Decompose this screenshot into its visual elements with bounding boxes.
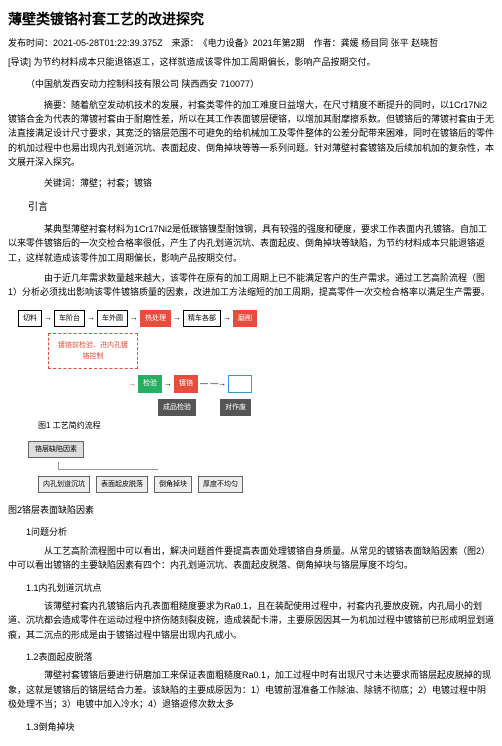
section-1-1-heading: 1.1内孔划道沉坑点: [8, 581, 494, 595]
tree-root: 铬层缺陷因素: [28, 441, 84, 458]
meta-line: 发布时间：2021-05-28T01:22:39.375Z 来源： 《电力设备》…: [8, 36, 494, 50]
lead-text: [导读] 为节约材料成本只能退铬返工，这样就造成该零件加工周期偏长，影响产品按期…: [8, 55, 494, 69]
arrow-icon: — —→: [200, 378, 226, 391]
insert-label: 镀铬前检验、进内孔镀铬控制: [53, 338, 133, 364]
flow-final: 成品检验: [158, 399, 196, 416]
figure-1-caption: 图1 工艺简约流程: [38, 420, 494, 433]
flow-final: 对作废: [220, 399, 251, 416]
dashed-insert-box: 镀铬前检验、进内孔镀铬控制: [48, 333, 138, 369]
flow-inspect: 检验: [138, 375, 162, 392]
figure-2-caption: 图2铬层表面缺陷因素: [8, 503, 494, 517]
article-title: 薄壁类镀铬衬套工艺的改进探究: [8, 8, 494, 30]
arrow-icon: →: [44, 312, 52, 325]
abstract: 摘要：随着航空发动机技术的发展，衬套类零件的加工难度日益增大，在尺寸精度不断提升…: [8, 98, 494, 170]
tree-child: 表面起皮脱落: [96, 476, 148, 493]
arrow-icon: →: [164, 378, 172, 391]
intro-heading: 引言: [8, 200, 494, 216]
tree-connector: [58, 462, 158, 470]
flow-step: 磨削: [233, 310, 257, 327]
arrow-icon: →: [128, 378, 136, 391]
flowchart-figure-1: 切料→ 车阶台→ 车外圆→ 热处理→ 精车各部→ 磨削 镀铬前检验、进内孔镀铬控…: [8, 310, 494, 493]
flow-chrome: 镀铬: [174, 375, 198, 392]
section-1-3-heading: 1.3倒角掉块: [8, 720, 494, 734]
keywords: 关键词：薄壁；衬套；镀铬: [8, 176, 494, 190]
arrow-icon: →: [223, 312, 231, 325]
intro-paragraph-2: 由于近几年需求数量越来越大，该零件在原有的加工周期上已不能满足客户的生产需求。通…: [8, 271, 494, 300]
arrow-icon: →: [130, 312, 138, 325]
flow-step: 车阶台: [54, 310, 85, 327]
flow-blank: [228, 375, 252, 392]
arrow-icon: →: [173, 312, 181, 325]
fault-tree: 铬层缺陷因素 内孔划道沉坑 表面起皮脱落 倒角掉块 厚度不均匀: [28, 441, 494, 493]
tree-child: 内孔划道沉坑: [38, 476, 90, 493]
flow-step: 车外圆: [97, 310, 128, 327]
flow-step: 热处理: [140, 310, 171, 327]
section-1-2-paragraph: 薄壁衬套镀铬后要进行研磨加工来保证表面粗糙度Ra0.1，加工过程中时有出现尺寸未…: [8, 668, 494, 711]
intro-paragraph-1: 某典型薄壁衬套材料为1Cr17Ni2是低碳铬镍型耐蚀钢，具有较强的强度和硬度，要…: [8, 222, 494, 265]
section-1-heading: 1问题分析: [8, 525, 494, 539]
affiliation: （中国航发西安动力控制科技有限公司 陕西西安 710077）: [8, 77, 494, 91]
section-1-2-heading: 1.2表面起皮脱落: [8, 650, 494, 664]
flow-step: 切料: [18, 310, 42, 327]
flow-step: 精车各部: [183, 310, 221, 327]
tree-child: 倒角掉块: [154, 476, 192, 493]
section-1-1-paragraph: 该薄壁衬套内孔镀铬后内孔表面粗糙度要求为Ra0.1，且在装配使用过程中，衬套内孔…: [8, 599, 494, 642]
arrow-icon: →: [87, 312, 95, 325]
section-1-paragraph: 从工艺高阶流程图中可以看出，解决问题首件要提高表面处理镀铬自身质量。从常见的镀铬…: [8, 544, 494, 573]
tree-child: 厚度不均匀: [198, 476, 243, 493]
